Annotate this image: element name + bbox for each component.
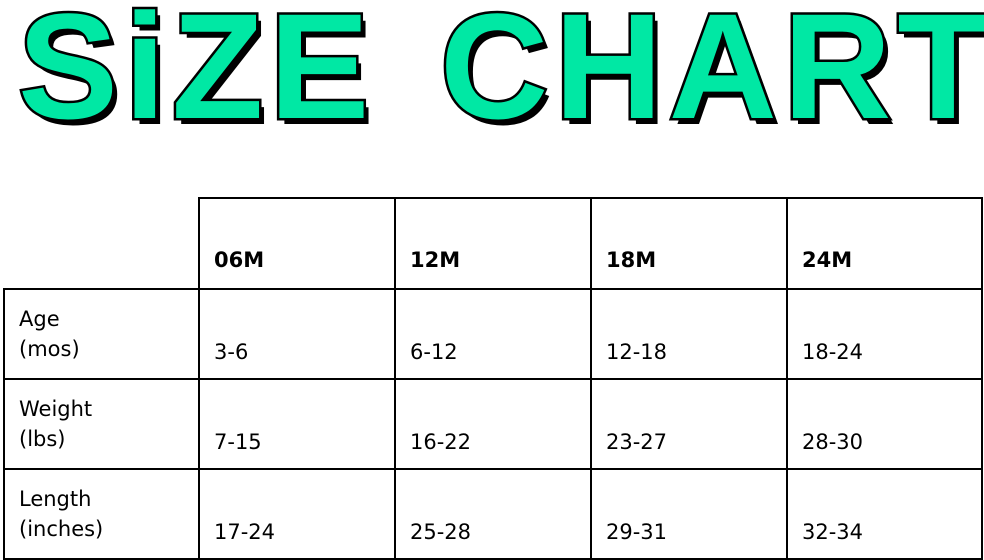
- cell-value: 28-30: [802, 430, 864, 454]
- cell-value: 3-6: [214, 340, 249, 364]
- cell-value: 18-24: [802, 340, 864, 364]
- table-cell: 32-34: [786, 468, 983, 560]
- table-cell: 16-22: [394, 378, 592, 470]
- column-header-label: 12M: [410, 248, 461, 272]
- table-cell: 6-12: [394, 288, 592, 380]
- table-cell: 25-28: [394, 468, 592, 560]
- cell-value: 23-27: [606, 430, 668, 454]
- column-header: 18M: [590, 197, 788, 290]
- column-header: 12M: [394, 197, 592, 290]
- cell-value: 17-24: [214, 520, 276, 544]
- table-cell: 12-18: [590, 288, 788, 380]
- table-cell: 7-15: [198, 378, 396, 470]
- row-label-line1: Weight: [19, 397, 93, 421]
- table-cell: 23-27: [590, 378, 788, 470]
- row-label-line1: Age: [19, 307, 60, 331]
- row-label-line2: (lbs): [19, 427, 66, 451]
- column-header: 06M: [198, 197, 396, 290]
- column-header-label: 18M: [606, 248, 657, 272]
- cell-value: 6-12: [410, 340, 458, 364]
- table-cell: 17-24: [198, 468, 396, 560]
- cell-value: 32-34: [802, 520, 864, 544]
- cell-value: 7-15: [214, 430, 262, 454]
- row-header: Age (mos): [3, 288, 200, 380]
- table-cell: 18-24: [786, 288, 983, 380]
- cell-value: 16-22: [410, 430, 472, 454]
- title-word-chart: CHART: [438, 0, 984, 150]
- row-label-line2: (mos): [19, 337, 80, 361]
- cell-value: 12-18: [606, 340, 668, 364]
- title-word-size: SiZE: [15, 0, 376, 150]
- column-header-label: 24M: [802, 248, 853, 272]
- row-label: Weight (lbs): [19, 394, 92, 454]
- row-header: Weight (lbs): [3, 378, 200, 470]
- row-label: Length (inches): [19, 484, 103, 544]
- row-header: Length (inches): [3, 468, 200, 560]
- table-cell: 3-6: [198, 288, 396, 380]
- column-header: 24M: [786, 197, 983, 290]
- table-cell: 29-31: [590, 468, 788, 560]
- cell-value: 25-28: [410, 520, 472, 544]
- column-header-label: 06M: [214, 248, 265, 272]
- page-title: SiZE CHART: [0, 0, 984, 150]
- table-cell: 28-30: [786, 378, 983, 470]
- row-label-line1: Length: [19, 487, 92, 511]
- cell-value: 29-31: [606, 520, 668, 544]
- row-label: Age (mos): [19, 304, 80, 364]
- row-label-line2: (inches): [19, 517, 104, 541]
